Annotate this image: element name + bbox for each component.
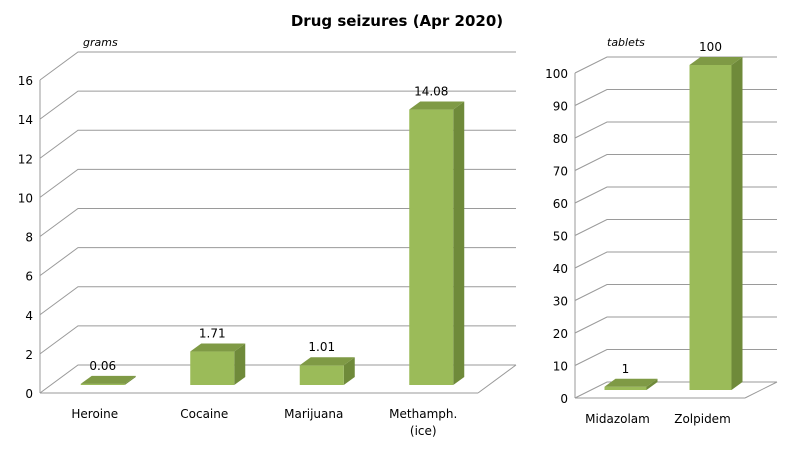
gridline [39, 51, 516, 81]
gridline [39, 168, 516, 198]
bar [409, 101, 465, 385]
y-tick-label: 14 [18, 113, 33, 127]
gridline [39, 286, 516, 316]
gridline [39, 325, 516, 355]
bar [190, 343, 246, 385]
y-tick-label: 80 [553, 132, 568, 146]
unit-label: grams [83, 36, 118, 49]
y-tick-label: 8 [25, 231, 33, 245]
bar-side [453, 101, 465, 385]
gridline [574, 349, 777, 366]
chart-title: Drug seizures (Apr 2020) [291, 12, 503, 30]
floor-edge [477, 364, 517, 394]
bar-top [409, 101, 465, 110]
chart-panel-tablets: tablets 0 10 20 30 40 50 60 70 80 90 100 1 Midazolam 1… [545, 36, 778, 426]
x-tick-label: (ice) [410, 424, 437, 438]
y-tick-label: 4 [25, 309, 33, 323]
bar-front [689, 65, 732, 390]
y-tick-label: 2 [25, 348, 33, 362]
unit-label: tablets [607, 36, 645, 49]
y-tick-label: 10 [18, 191, 33, 205]
gridline [574, 89, 777, 106]
bar-top [604, 378, 658, 387]
bar [689, 57, 743, 390]
y-tick-label: 12 [18, 152, 33, 166]
gridline [574, 219, 777, 236]
bar-front [299, 365, 344, 385]
y-tick-label: 60 [553, 197, 568, 211]
bar-front [409, 109, 454, 385]
bar-top [299, 357, 355, 366]
gridline [574, 316, 777, 334]
bar-side [343, 357, 355, 385]
x-tick-label: Cocaine [180, 407, 228, 421]
y-tick-label: 10 [553, 360, 568, 374]
x-tick-label: Midazolam [585, 412, 650, 426]
bar [80, 375, 136, 385]
gridline [574, 56, 777, 74]
y-tick-label: 90 [553, 100, 568, 114]
y-tick-label: 6 [25, 270, 33, 284]
bar [604, 378, 658, 390]
bar-side [234, 343, 246, 385]
gridline [574, 186, 777, 204]
data-label: 14.08 [414, 85, 448, 99]
bar-front [190, 351, 235, 385]
gridline [39, 129, 516, 159]
y-tick-label: 40 [553, 262, 568, 276]
y-tick-label: 16 [18, 74, 33, 88]
bar-top [190, 343, 246, 352]
gridline [574, 154, 777, 171]
gridline [39, 90, 516, 120]
bar-front [80, 383, 125, 385]
data-label: 1.01 [308, 340, 335, 354]
gridline [574, 121, 777, 139]
data-label: 0.06 [89, 359, 116, 373]
y-tick-label: 0 [560, 392, 568, 406]
x-tick-label: Marijuana [284, 407, 343, 421]
gridline [39, 247, 516, 277]
x-tick-label: Methamph. [389, 407, 457, 421]
y-tick-label: 100 [545, 67, 568, 81]
bar [299, 357, 355, 385]
gridline [39, 208, 516, 237]
y-tick-label: 0 [25, 387, 33, 401]
bar-front [604, 386, 647, 390]
data-label: 100 [699, 40, 722, 54]
gridline [39, 364, 516, 394]
data-label: 1 [622, 362, 630, 376]
y-tick-label: 30 [553, 295, 568, 309]
gridline [574, 251, 777, 269]
data-label: 1.71 [199, 327, 226, 341]
bar-side [646, 378, 658, 390]
bar-side [124, 375, 136, 385]
x-tick-label: Zolpidem [674, 412, 731, 426]
y-tick-label: 50 [553, 230, 568, 244]
chart-panel-grams: grams 0 2 4 6 8 10 12 14 16 0.06 Heroine 1.71 Cocaine… [18, 36, 517, 438]
bar-side [731, 57, 743, 390]
bar-top [689, 57, 743, 65]
floor-edge [744, 381, 778, 399]
y-tick-label: 20 [553, 327, 568, 341]
gridline [574, 284, 777, 301]
bar-top [80, 375, 136, 384]
x-tick-label: Heroine [71, 407, 118, 421]
y-tick-label: 70 [553, 165, 568, 179]
